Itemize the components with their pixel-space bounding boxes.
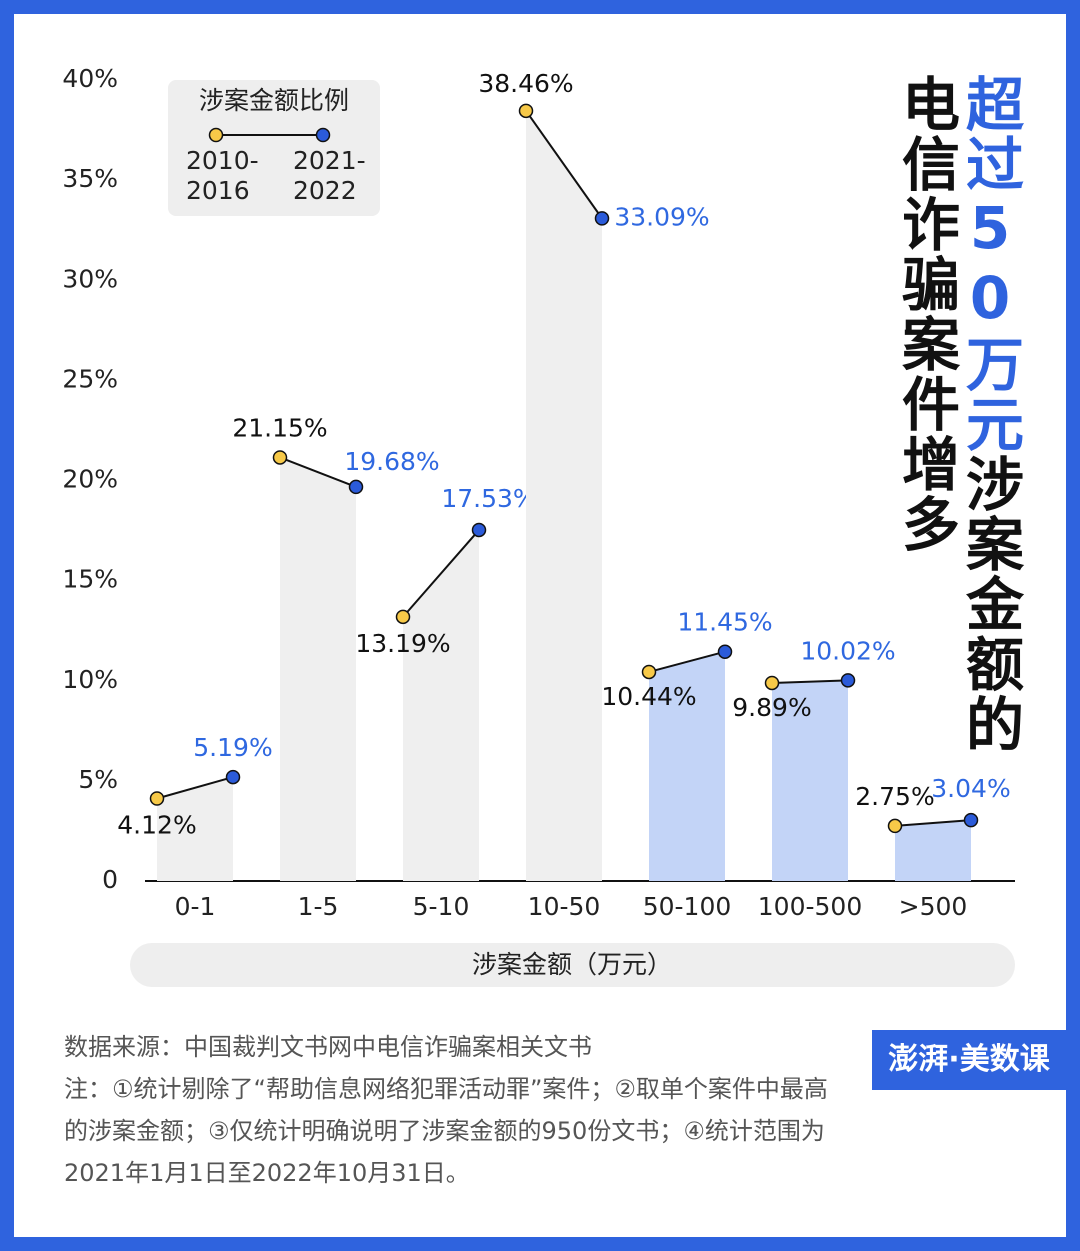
y-tick-label: 10% [62, 665, 118, 694]
point [963, 812, 979, 828]
point [840, 673, 856, 688]
point [348, 479, 364, 495]
logo: 澎湃·美数课 [872, 1030, 1066, 1090]
y-tick-label: 40% [62, 64, 118, 93]
legend-label: 2010-2016 [186, 146, 259, 205]
slope-line [279, 456, 357, 488]
value-label: 19.68% [344, 447, 439, 476]
x-tick-label: 10-50 [528, 892, 601, 921]
value-label: 13.19% [355, 629, 450, 658]
bar [526, 110, 602, 881]
value-label: 9.89% [732, 693, 811, 722]
subtitle: 涉案金额的 [956, 454, 1024, 754]
x-tick-label: 5-10 [413, 892, 470, 921]
slope-line [156, 776, 234, 800]
legend-marker [208, 127, 224, 143]
slope-line [525, 110, 603, 219]
value-label: 10.02% [800, 636, 895, 665]
value-label: 2.75% [855, 782, 934, 811]
point [471, 522, 487, 538]
x-tick-label: 0-1 [175, 892, 216, 921]
point [518, 103, 534, 119]
y-tick-label: 15% [62, 565, 118, 594]
point [395, 609, 411, 625]
slope-line [894, 819, 972, 827]
slope-line [648, 650, 726, 673]
value-label: 17.53% [441, 484, 536, 513]
bar [772, 680, 848, 881]
bar [403, 529, 479, 881]
y-tick-label: 35% [62, 164, 118, 193]
x-tick-label: 100-500 [758, 892, 862, 921]
point [887, 818, 903, 834]
subtitle-block: 超过50万元涉案金额的 [956, 74, 1024, 754]
point [225, 769, 241, 785]
legend-title: 涉案金额比例 [199, 86, 349, 115]
title: 电信诈骗案件增多 [892, 74, 960, 554]
value-label: 33.09% [614, 202, 709, 231]
point [149, 791, 165, 806]
y-tick-label: 0 [102, 865, 118, 894]
bar [895, 820, 971, 881]
source: 数据来源：中国裁判文书网中电信诈骗案相关文书 [64, 1033, 592, 1061]
point [272, 450, 288, 465]
value-label: 10.44% [601, 682, 696, 711]
value-label: 3.04% [931, 774, 1010, 803]
x-tick-label: 50-100 [643, 892, 732, 921]
point [594, 211, 610, 226]
legend-label: 2021-2022 [293, 146, 366, 205]
x-axis-label: 涉案金额（万元） [472, 950, 672, 979]
point [717, 644, 733, 659]
bar [157, 777, 233, 881]
value-label: 5.19% [193, 733, 272, 762]
point [641, 664, 657, 680]
y-tick-label: 25% [62, 364, 118, 393]
slope-line [402, 529, 480, 618]
value-label: 11.45% [677, 608, 772, 637]
bar [280, 457, 356, 881]
legend-box [168, 80, 380, 216]
x-tick-label: 1-5 [298, 892, 339, 921]
note: 注：①统计剔除了“帮助信息网络犯罪活动罪”案件；②取单个案件中最高的涉案金额；③… [64, 1075, 828, 1187]
slope-line [771, 679, 849, 684]
y-tick-label: 30% [62, 264, 118, 293]
legend-marker [315, 127, 331, 143]
bar [649, 651, 725, 881]
point [764, 675, 780, 691]
y-tick-label: 5% [78, 765, 118, 794]
x-label-pill [130, 943, 1015, 987]
x-tick-label: >500 [899, 892, 968, 921]
value-label: 4.12% [117, 810, 196, 839]
y-tick-label: 20% [62, 465, 118, 494]
value-label: 38.46% [478, 69, 573, 98]
value-label: 21.15% [232, 413, 327, 442]
subtitle-highlight: 超过50万元 [956, 74, 1024, 454]
